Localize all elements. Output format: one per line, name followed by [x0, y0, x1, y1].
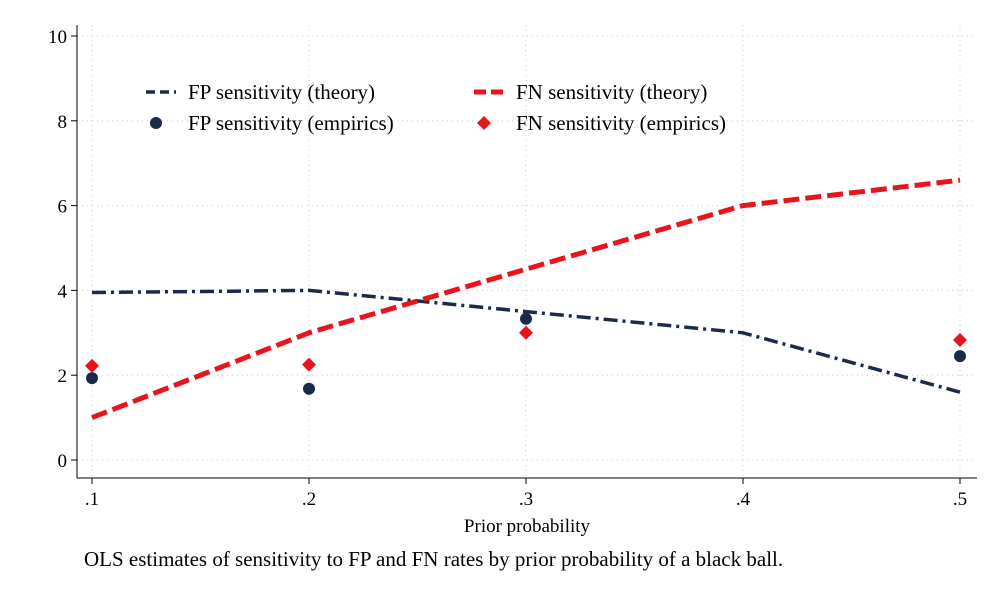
plot-area	[85, 177, 967, 420]
x-axis-label: Prior probability	[464, 516, 591, 537]
fp-empirics-point	[303, 382, 315, 395]
figure-caption: OLS estimates of sensitivity to FP and F…	[84, 547, 784, 571]
y-tick-label: 8	[58, 112, 68, 133]
x-tick-label: .4	[736, 489, 751, 510]
legend-swatch	[477, 116, 491, 130]
y-tick-label: 6	[58, 197, 68, 218]
fn-empirics-point	[519, 325, 533, 340]
fn-empirics-point	[302, 357, 316, 372]
legend-label: FN sensitivity (theory)	[516, 80, 707, 104]
fn-empirics-point	[85, 358, 99, 373]
y-tick-label: 4	[58, 281, 68, 302]
legend-label: FP sensitivity (empirics)	[188, 111, 394, 135]
y-tick-label: 0	[58, 451, 68, 472]
x-tick-label: .3	[519, 489, 533, 510]
legend-label: FN sensitivity (empirics)	[516, 111, 726, 135]
x-tick-label: .5	[953, 489, 967, 510]
fp-theory-line	[91, 288, 961, 394]
fp-empirics-point	[520, 312, 532, 325]
fn-empirics-point	[953, 333, 967, 348]
fp-empirics-point	[86, 372, 98, 385]
fn-theory-line	[91, 177, 961, 420]
axes: 0 2 4 6 8 10 .1 .2 .3 .4 .5	[48, 25, 977, 510]
x-tick-label: .1	[85, 489, 99, 510]
y-tick-label: 2	[58, 366, 68, 387]
y-tick-label: 10	[48, 27, 67, 48]
legend: FP sensitivity (theory) FN sensitivity (t…	[146, 80, 726, 135]
x-tick-label: .2	[302, 489, 316, 510]
fp-empirics-point	[954, 350, 966, 363]
legend-label: FP sensitivity (theory)	[188, 80, 375, 104]
legend-swatch	[150, 117, 162, 129]
